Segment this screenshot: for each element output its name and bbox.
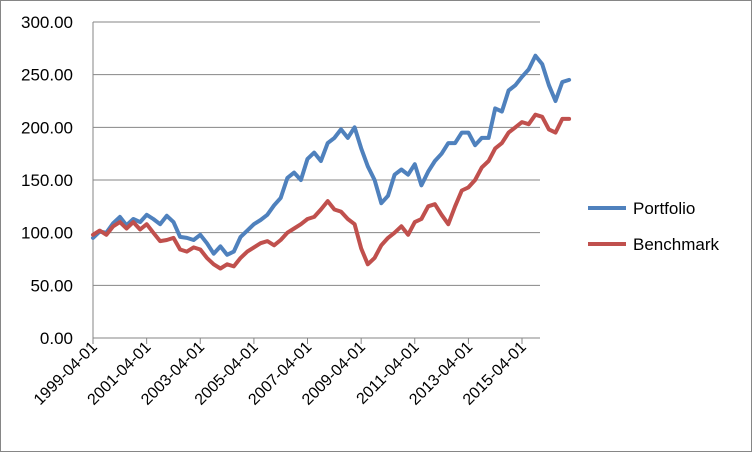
- gridlines: [93, 21, 540, 286]
- axes: [92, 22, 540, 344]
- y-tick-label: 100.00: [21, 224, 73, 243]
- y-tick-label: 0.00: [40, 329, 73, 348]
- y-tick-label: 150.00: [21, 171, 73, 190]
- x-axis-ticks: 1999-04-012001-04-012003-04-012005-04-01…: [31, 339, 530, 409]
- series-lines: [91, 53, 572, 271]
- y-tick-label: 250.00: [21, 66, 73, 85]
- legend-label-benchmark: Benchmark: [633, 235, 719, 254]
- legend: Portfolio Benchmark: [588, 199, 719, 254]
- series-line-portfolio: [91, 53, 572, 257]
- y-tick-label: 200.00: [21, 118, 73, 137]
- series-line-benchmark: [91, 112, 572, 271]
- y-axis-ticks: 0.00 50.00 100.00 150.00 200.00 250.00 300.00: [21, 13, 73, 348]
- y-tick-label: 300.00: [21, 13, 73, 32]
- legend-label-portfolio: Portfolio: [633, 199, 695, 218]
- y-tick-label: 50.00: [30, 276, 73, 295]
